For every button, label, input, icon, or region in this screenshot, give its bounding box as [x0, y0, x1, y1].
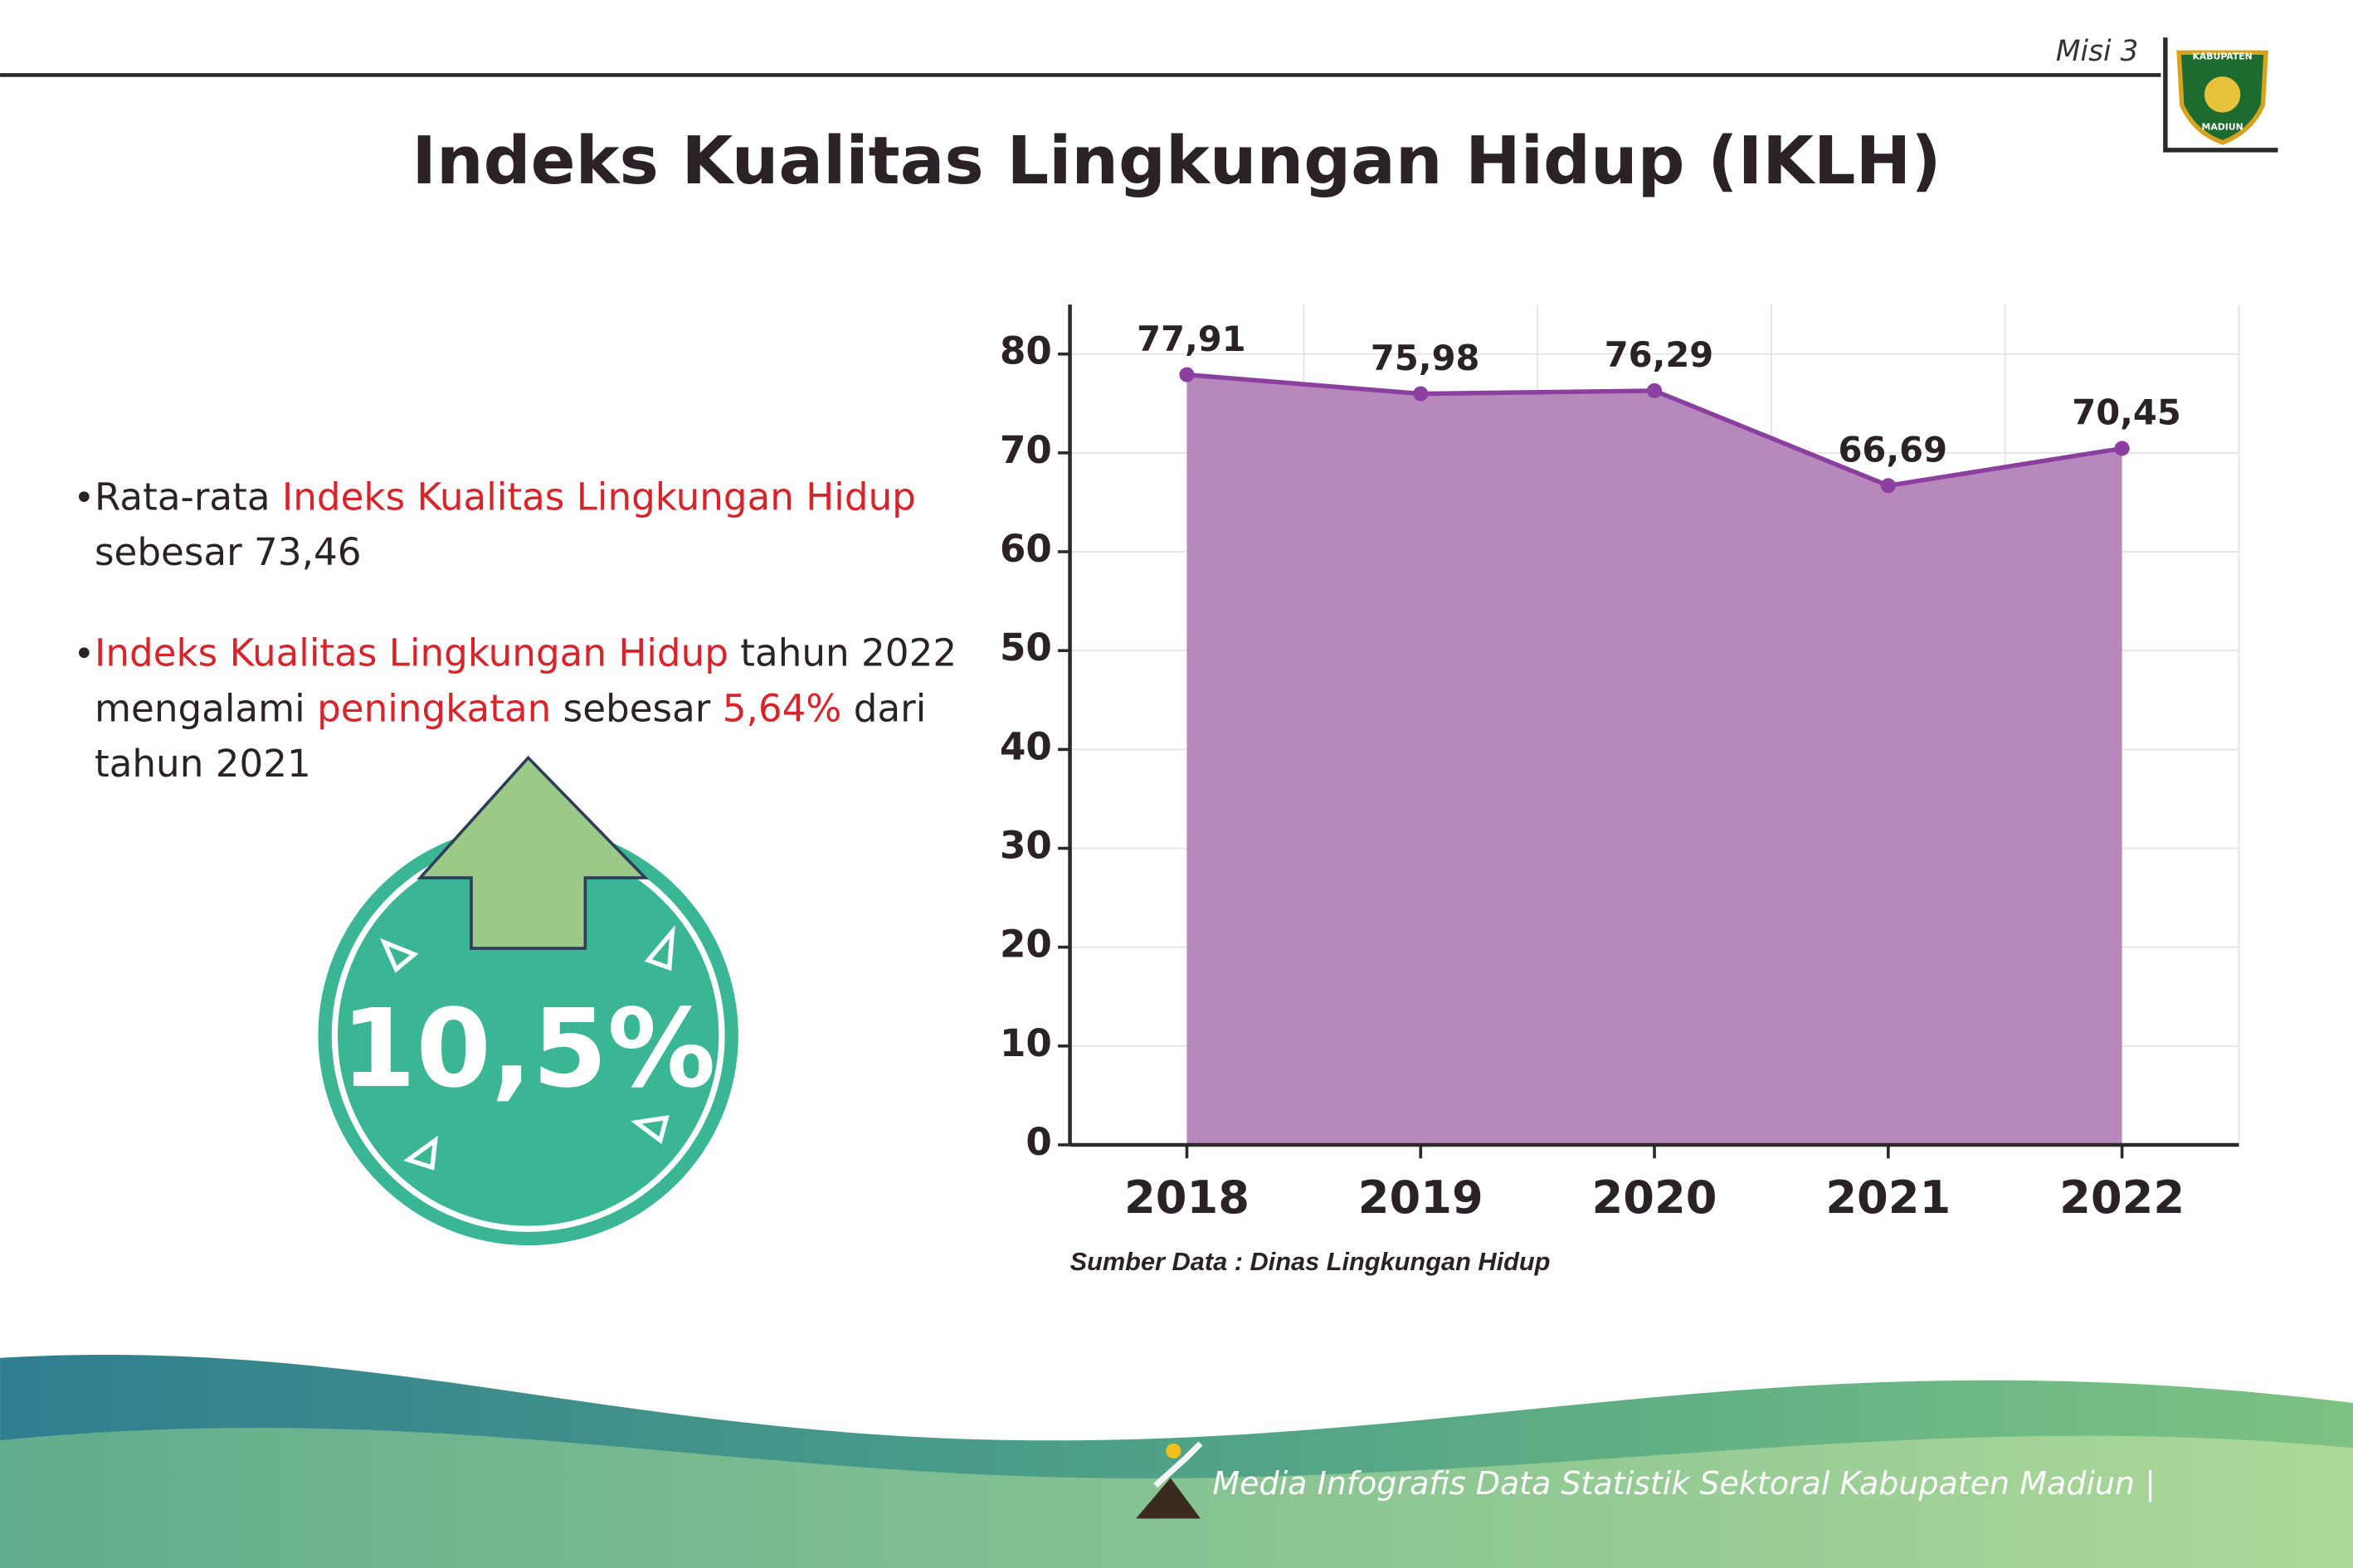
badge-triangles [379, 924, 675, 1171]
logo-bottom-text: MADIUN [2202, 122, 2243, 133]
bullet-line: Rata-rata Indeks Kualitas Lingkungan Hid… [95, 475, 916, 519]
bullet-dot [79, 647, 90, 659]
y-tick-label: 80 [1000, 329, 1052, 373]
chart: 0 10 20 30 40 50 60 70 80 77,91 75,98 76,29 66,69 70,… [1000, 304, 2240, 1276]
footer-text: Media Infografis Data Statistik Sektoral… [1212, 1465, 2155, 1502]
x-tick-label: 2020 [1592, 1171, 1717, 1224]
bullet-line: tahun 2021 [95, 742, 311, 786]
badge-circle [318, 825, 738, 1246]
y-tick-label: 50 [1000, 626, 1052, 670]
value-label: 70,45 [2072, 392, 2181, 433]
area [1186, 374, 2122, 1145]
point [1880, 478, 1896, 494]
bullet-text: sebesar 73,46 [95, 530, 361, 574]
y-tick-label: 20 [1000, 923, 1052, 967]
bullet-dot [79, 491, 90, 502]
bullet-line: mengalami peningkatan sebesar 5,64% dari [95, 686, 926, 730]
bullet-text: tahun 2021 [95, 742, 311, 786]
logo-top-text: KABUPATEN [2192, 51, 2252, 62]
bullet-text: mengalami [95, 686, 317, 730]
x-tick-label: 2022 [2059, 1171, 2185, 1224]
bullet-line: sebesar 73,46 [95, 530, 361, 574]
y-tick-label: 60 [1000, 527, 1052, 571]
chart-title: Indeks Kualitas Lingkungan Hidup (IKLH) [412, 122, 1941, 199]
y-tick-label: 30 [1000, 824, 1052, 868]
value-label: 75,98 [1371, 338, 1480, 378]
bullet-line: Indeks Kualitas Lingkungan Hidup tahun 2… [95, 631, 957, 674]
bullet-text: Rata-rata [95, 475, 282, 519]
point [2114, 441, 2130, 456]
mission-label: Misi 3 [2056, 35, 2138, 68]
x-tick-label: 2019 [1358, 1171, 1483, 1224]
source-note: Sumber Data : Dinas Lingkungan Hidup [1070, 1247, 1551, 1276]
logo-emblem [2204, 76, 2241, 113]
point [1179, 367, 1195, 382]
logo-frame [2163, 37, 2278, 153]
footer-icon [1136, 1441, 1203, 1519]
x-tick-label: 2018 [1124, 1171, 1250, 1224]
x-tick-label: 2021 [1825, 1171, 1951, 1224]
y-tick-label: 0 [1025, 1120, 1051, 1164]
badge-text: 10,5% [341, 986, 716, 1112]
y-tick-label: 40 [1000, 724, 1052, 768]
y-tick-label: 70 [1000, 428, 1052, 472]
bullet-text: dari [841, 686, 926, 730]
highlight-text: peningkatan [317, 686, 551, 730]
highlight-text: 5,64% [723, 686, 842, 730]
point [1647, 382, 1663, 398]
highlight-text: Indeks Kualitas Lingkungan Hidup [95, 631, 728, 674]
value-label: 77,91 [1137, 319, 1246, 359]
badge-arrow [417, 755, 650, 950]
highlight-text: Indeks Kualitas Lingkungan Hidup [282, 475, 916, 519]
bullet-text: tahun 2022 [728, 631, 957, 674]
point [1413, 386, 1429, 402]
bullet-text: sebesar [551, 686, 722, 730]
value-label: 66,69 [1838, 430, 1947, 470]
value-label: 76,29 [1605, 334, 1714, 375]
y-tick-label: 10 [1000, 1021, 1052, 1065]
bullets: Rata-rata Indeks Kualitas Lingkungan Hid… [79, 475, 957, 786]
